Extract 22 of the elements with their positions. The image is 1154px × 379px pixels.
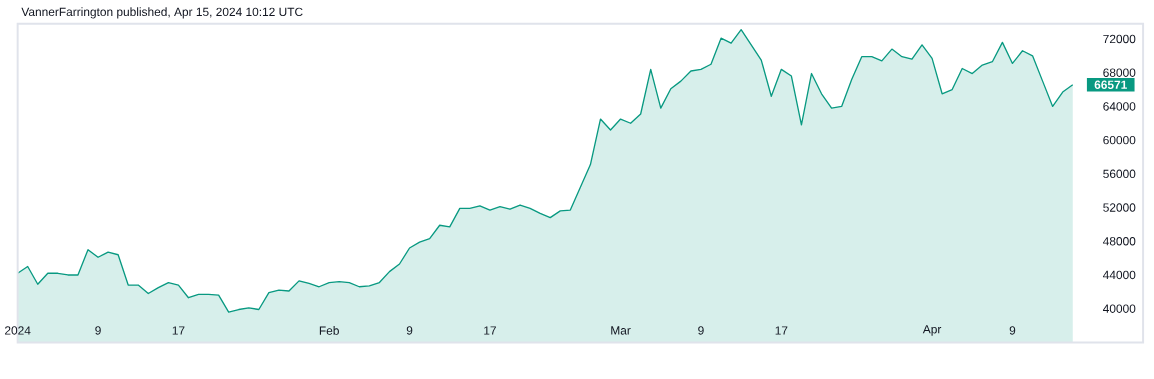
x-tick-label: 17 <box>775 326 788 335</box>
x-tick-label: 2024 <box>5 326 31 335</box>
x-tick-label: 9 <box>698 326 704 335</box>
x-tick-label: Feb <box>319 326 339 335</box>
y-tick-label: 48000 <box>1102 236 1136 246</box>
annotation: 66571 <box>1094 80 1127 89</box>
x-tick-label: Mar <box>611 326 631 335</box>
y-tick-label: 60000 <box>1103 135 1136 145</box>
x-tick-label: 17 <box>172 326 185 335</box>
x-tick-label: Apr <box>922 325 942 336</box>
y-tick-label: 52000 <box>1103 203 1136 212</box>
x-tick-label: 9 <box>1009 326 1016 335</box>
x-tick-label: 9 <box>406 326 413 335</box>
x-tick-label: 17 <box>484 326 496 335</box>
chart-title: VannerFarrington published, Apr 15, 2024 10:12 UTC <box>21 7 303 19</box>
y-tick-label: 44000 <box>1102 270 1136 280</box>
x-tick-label: 9 <box>95 326 101 335</box>
y-tick-label: 56000 <box>1103 169 1136 179</box>
y-tick-label: 40000 <box>1102 304 1136 313</box>
y-tick-label: 72000 <box>1103 34 1136 44</box>
y-tick-label: 64000 <box>1103 102 1136 111</box>
y-tick-label: 68000 <box>1103 68 1136 77</box>
